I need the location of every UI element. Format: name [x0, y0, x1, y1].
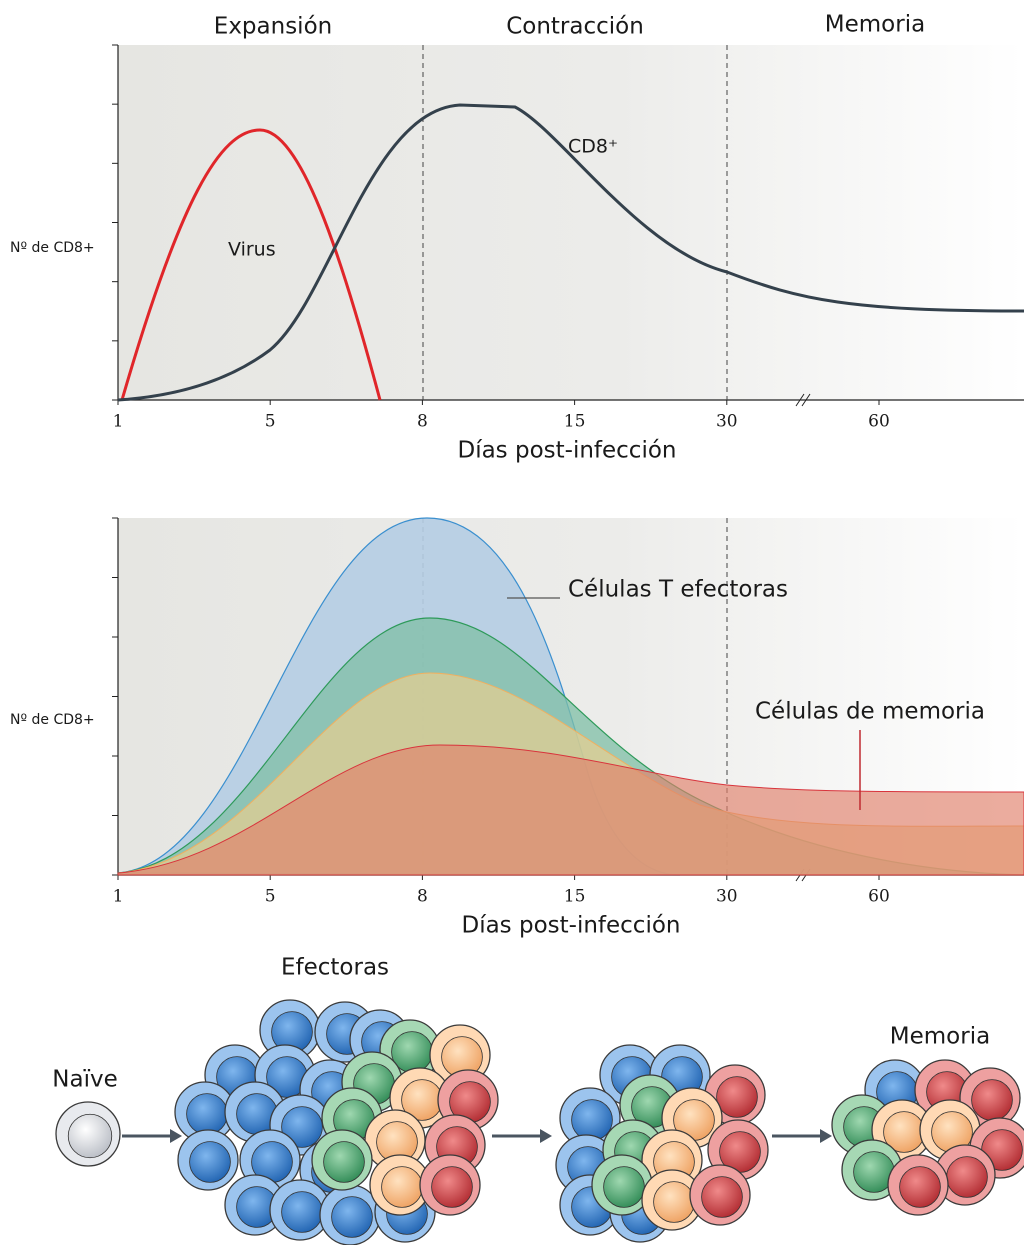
x-tick-label: 8 — [417, 412, 428, 432]
cell-illustration — [56, 1000, 1024, 1245]
arrow-head — [540, 1129, 552, 1143]
cell-nucleus — [654, 1182, 695, 1223]
stage-label: Efectoras — [281, 955, 389, 981]
arrow-head — [170, 1129, 182, 1143]
phase-label: Contracción — [506, 14, 644, 40]
y-axis-label: Nº de CD8+ — [10, 240, 95, 256]
stage-label: Naïve — [52, 1067, 117, 1093]
x-tick-label: 1 — [113, 412, 124, 432]
x-tick-label: 60 — [868, 887, 890, 907]
cell-nucleus — [972, 1080, 1013, 1121]
curve-label: Células de memoria — [755, 699, 985, 725]
x-axis-label: Días post-infección — [457, 438, 676, 464]
cell-nucleus — [332, 1197, 373, 1238]
curve-label: CD8⁺ — [568, 136, 618, 158]
arrow-head — [820, 1129, 832, 1143]
cell-nucleus — [702, 1177, 743, 1218]
x-tick-label: 30 — [716, 412, 738, 432]
cell-nucleus — [282, 1192, 323, 1233]
cell-nucleus — [717, 1077, 758, 1118]
x-tick-label: 30 — [716, 887, 738, 907]
cell-nucleus — [382, 1167, 423, 1208]
cell-nucleus — [432, 1167, 473, 1208]
x-tick-label: 8 — [417, 887, 428, 907]
phase-label: Expansión — [214, 14, 332, 40]
x-tick-label: 5 — [265, 412, 276, 432]
cell-nucleus — [604, 1167, 645, 1208]
cell-nucleus — [572, 1100, 613, 1141]
x-axis-label: Días post-infección — [461, 913, 680, 939]
phase-label: Memoria — [825, 12, 925, 38]
cell-nucleus — [68, 1114, 112, 1158]
x-tick-label: 1 — [113, 887, 124, 907]
x-tick-label: 15 — [564, 412, 586, 432]
y-axis-label: Nº de CD8+ — [10, 712, 95, 728]
cell-nucleus — [190, 1142, 231, 1183]
curve-label: Virus — [228, 239, 276, 261]
curve-label: Células T efectoras — [568, 577, 788, 603]
cell-nucleus — [900, 1167, 941, 1208]
cell-nucleus — [324, 1142, 365, 1183]
x-tick-label: 60 — [868, 412, 890, 432]
cell-nucleus — [187, 1094, 228, 1135]
x-tick-label: 15 — [564, 887, 586, 907]
figure: 158153060158153060 Expansión Contracción… — [0, 0, 1024, 1245]
cell-nucleus — [947, 1157, 988, 1198]
x-tick-label: 5 — [265, 887, 276, 907]
stage-label: Memoria — [890, 1024, 990, 1050]
plot-background — [118, 45, 1024, 400]
